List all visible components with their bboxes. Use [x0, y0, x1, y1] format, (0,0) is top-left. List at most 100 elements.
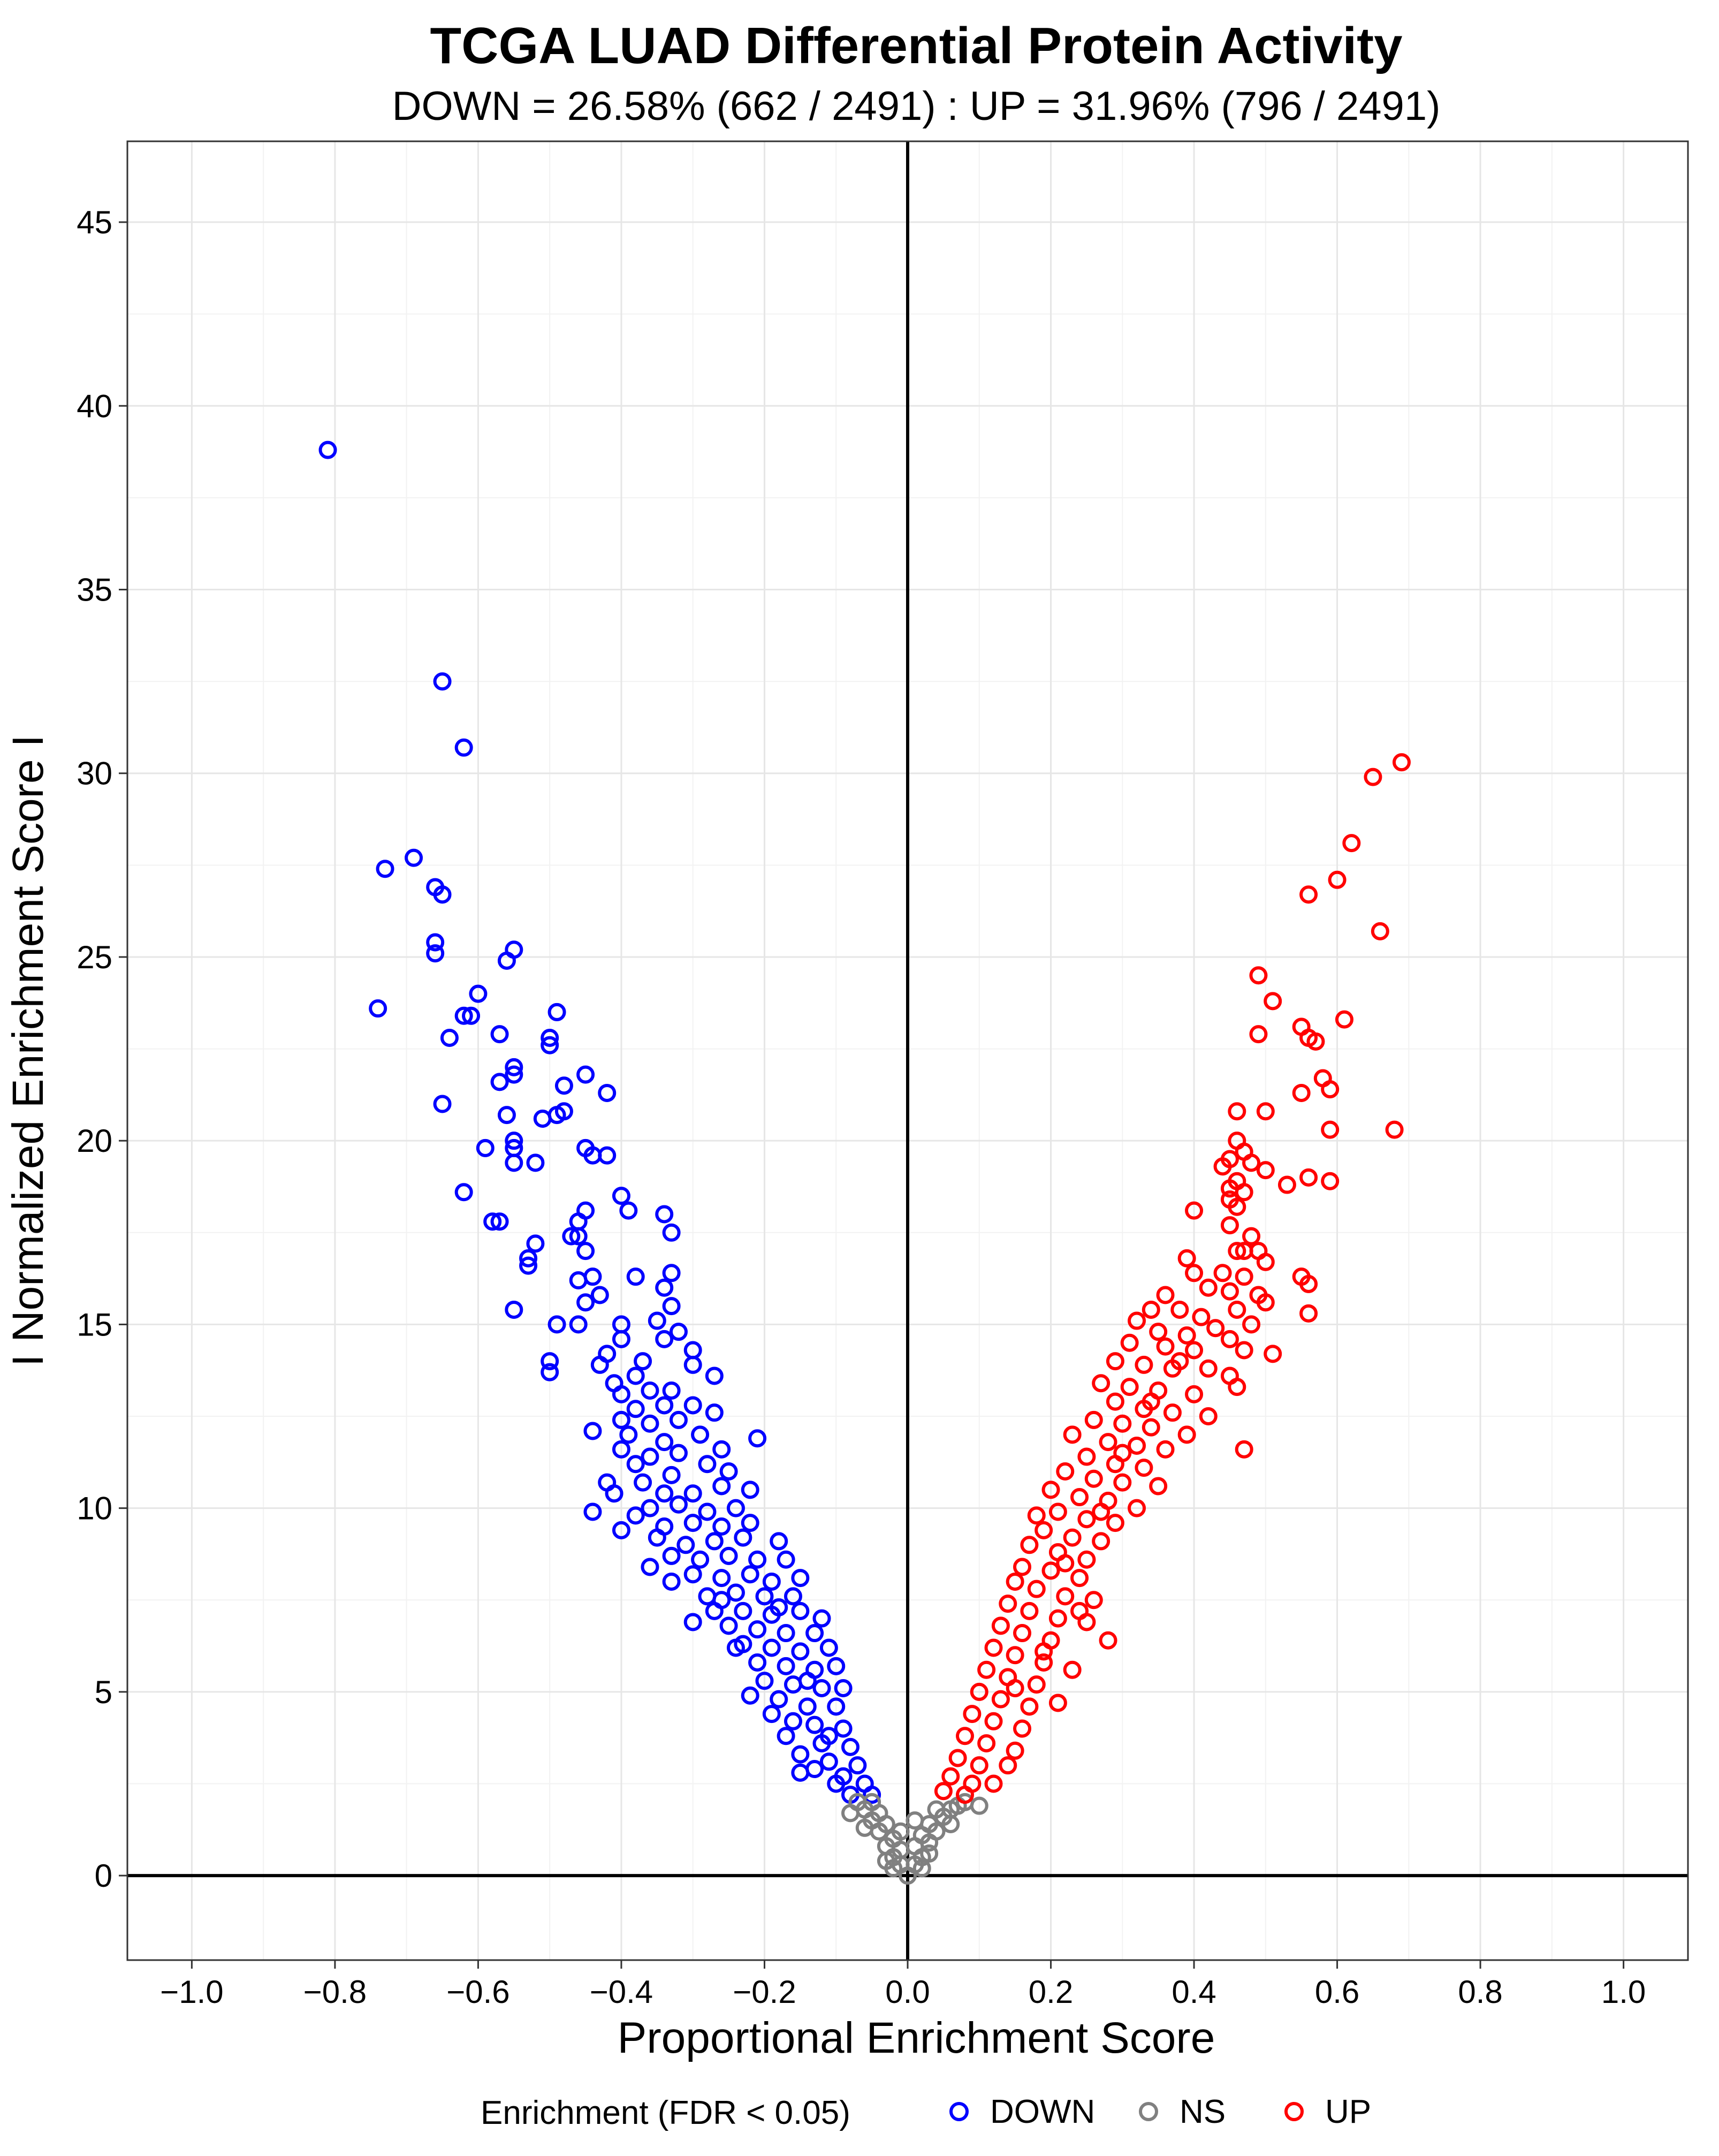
point-down	[741, 1481, 759, 1499]
x-axis: −1.0 −0.8 −0.6 −0.4 −0.2 0.0 0.2 0.4 0.6 0.8 1.0	[160, 1960, 1646, 2010]
point-down	[583, 1422, 602, 1440]
point-ns	[906, 1811, 924, 1830]
point-down	[712, 1591, 731, 1610]
point-down	[683, 1514, 702, 1532]
point-down	[712, 1477, 731, 1495]
point-up	[1364, 768, 1382, 786]
point-up	[1156, 1286, 1175, 1304]
point-up	[1020, 1601, 1039, 1620]
point-down	[612, 1410, 630, 1429]
point-down	[755, 1672, 774, 1690]
point-up	[1013, 1719, 1032, 1738]
x-tick-label: 0.0	[885, 1974, 930, 2010]
x-axis-title: Proportional Enrichment Score	[618, 2014, 1215, 2062]
point-down	[433, 672, 452, 691]
point-down	[641, 1499, 659, 1517]
point-down	[576, 1065, 595, 1084]
point-down	[476, 1138, 495, 1157]
point-up	[1235, 1341, 1253, 1360]
point-up	[1206, 1319, 1225, 1338]
point-down	[541, 1352, 559, 1371]
point-ns	[920, 1844, 939, 1863]
point-up	[1013, 1624, 1032, 1643]
point-down	[669, 1410, 688, 1429]
point-up	[984, 1774, 1003, 1793]
point-up	[970, 1682, 988, 1701]
point-down	[454, 1006, 473, 1025]
point-down	[705, 1532, 724, 1551]
legend-key-down	[949, 2102, 969, 2121]
point-down	[440, 1028, 459, 1047]
point-up	[1113, 1414, 1132, 1433]
point-up	[1149, 1323, 1168, 1341]
point-up	[1220, 1282, 1239, 1301]
point-up	[1084, 1591, 1103, 1610]
point-up	[1035, 1653, 1053, 1672]
point-up	[1142, 1392, 1160, 1411]
point-down	[705, 1367, 724, 1385]
point-down	[655, 1433, 674, 1452]
point-down	[590, 1355, 609, 1374]
point-down	[626, 1455, 645, 1474]
point-down	[483, 1212, 502, 1231]
point-up	[1113, 1473, 1132, 1492]
point-down	[648, 1528, 666, 1547]
point-down	[433, 1095, 452, 1113]
point-down	[691, 1550, 710, 1569]
point-down	[669, 1444, 688, 1462]
point-down	[612, 1330, 630, 1348]
point-down	[490, 1212, 509, 1231]
point-up	[970, 1756, 988, 1775]
point-up	[1185, 1201, 1204, 1220]
point-up	[984, 1638, 1003, 1657]
point-down	[798, 1697, 817, 1716]
point-down	[497, 951, 516, 970]
point-up	[956, 1727, 975, 1745]
point-up	[1106, 1352, 1124, 1371]
point-down	[554, 1076, 573, 1095]
point-ns	[970, 1796, 988, 1815]
point-down	[683, 1565, 702, 1584]
point-up	[1077, 1447, 1096, 1466]
point-down	[583, 1146, 602, 1165]
point-down	[770, 1690, 788, 1709]
y-tick-label: 30	[77, 756, 112, 792]
point-up	[1006, 1741, 1024, 1760]
point-down	[784, 1587, 802, 1606]
point-down	[641, 1447, 659, 1466]
point-up	[999, 1756, 1017, 1775]
point-down	[698, 1502, 717, 1521]
point-down	[590, 1286, 609, 1304]
point-down	[834, 1719, 853, 1738]
point-up	[984, 1712, 1003, 1730]
point-up	[1070, 1569, 1089, 1588]
point-up	[1070, 1601, 1089, 1620]
point-down	[662, 1264, 681, 1282]
point-up	[1013, 1558, 1032, 1576]
point-up	[1385, 1120, 1404, 1139]
point-up	[1249, 1025, 1268, 1044]
point-up	[1099, 1631, 1117, 1650]
point-up	[1321, 1172, 1340, 1190]
point-down	[726, 1583, 745, 1602]
point-up	[1256, 1102, 1275, 1121]
point-up	[999, 1595, 1017, 1613]
point-up	[1371, 922, 1389, 940]
point-up	[1177, 1425, 1196, 1444]
y-tick-label: 45	[77, 204, 112, 240]
point-down	[505, 1058, 523, 1076]
point-down	[655, 1484, 674, 1503]
point-down	[655, 1330, 674, 1348]
point-up	[1177, 1326, 1196, 1345]
point-down	[576, 1293, 595, 1312]
point-down	[734, 1601, 752, 1620]
point-up	[1092, 1374, 1110, 1393]
x-tick-label: −0.6	[446, 1974, 509, 2010]
point-down	[662, 1572, 681, 1591]
point-up	[1256, 1252, 1275, 1271]
point-up	[1027, 1506, 1046, 1525]
legend-label-ns: NS	[1180, 2093, 1226, 2130]
point-up	[1213, 1157, 1232, 1176]
chart-subtitle: DOWN = 26.58% (662 / 2491) : UP = 31.96%…	[392, 83, 1441, 129]
point-up	[1056, 1554, 1075, 1573]
